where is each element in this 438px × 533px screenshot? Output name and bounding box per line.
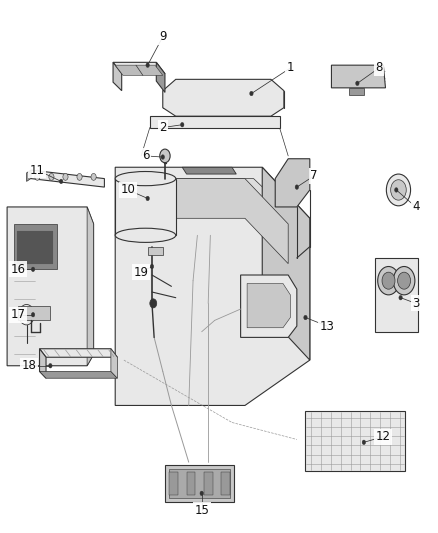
Text: 16: 16 (11, 263, 25, 276)
Circle shape (19, 304, 34, 325)
Circle shape (393, 266, 415, 295)
Circle shape (395, 188, 398, 192)
Text: 13: 13 (320, 320, 335, 333)
Polygon shape (156, 62, 165, 92)
Polygon shape (115, 167, 310, 406)
Circle shape (295, 185, 299, 189)
Polygon shape (113, 62, 122, 91)
Polygon shape (18, 306, 50, 320)
Polygon shape (39, 349, 117, 357)
Polygon shape (87, 207, 94, 366)
Polygon shape (204, 472, 212, 495)
Polygon shape (14, 224, 57, 269)
Circle shape (200, 491, 203, 496)
Polygon shape (148, 247, 163, 255)
Text: 8: 8 (375, 61, 383, 75)
Polygon shape (7, 207, 94, 366)
Polygon shape (27, 170, 31, 181)
Text: 4: 4 (412, 200, 420, 213)
Text: 17: 17 (11, 308, 25, 321)
Polygon shape (115, 65, 163, 75)
Circle shape (150, 299, 157, 308)
Polygon shape (115, 179, 176, 235)
Polygon shape (275, 159, 310, 207)
Polygon shape (111, 349, 117, 378)
Circle shape (146, 63, 149, 68)
Polygon shape (169, 472, 178, 495)
Polygon shape (165, 465, 234, 502)
Polygon shape (332, 65, 385, 88)
Text: 9: 9 (159, 30, 166, 43)
Circle shape (77, 173, 82, 180)
Circle shape (91, 173, 96, 180)
Polygon shape (240, 275, 297, 337)
Circle shape (362, 440, 366, 445)
Circle shape (160, 149, 170, 163)
Circle shape (146, 196, 149, 201)
Polygon shape (39, 349, 46, 378)
Polygon shape (133, 179, 288, 264)
Polygon shape (150, 116, 279, 127)
Circle shape (356, 81, 359, 86)
Polygon shape (187, 472, 195, 495)
Polygon shape (169, 469, 230, 498)
Polygon shape (124, 179, 301, 247)
Text: 2: 2 (159, 121, 166, 134)
Text: 19: 19 (134, 265, 148, 279)
Polygon shape (374, 258, 418, 332)
Polygon shape (349, 88, 364, 95)
Circle shape (391, 180, 406, 200)
Circle shape (378, 266, 399, 295)
Polygon shape (39, 372, 117, 378)
Polygon shape (247, 284, 290, 328)
Circle shape (399, 295, 403, 300)
Text: 6: 6 (142, 149, 149, 163)
Ellipse shape (115, 228, 176, 243)
Polygon shape (182, 167, 236, 174)
Circle shape (304, 316, 307, 320)
Polygon shape (113, 62, 165, 74)
Text: 12: 12 (376, 430, 391, 443)
Text: 7: 7 (311, 169, 318, 182)
Circle shape (60, 179, 63, 184)
Circle shape (398, 272, 410, 289)
Circle shape (180, 123, 184, 127)
Circle shape (35, 173, 40, 180)
Polygon shape (262, 167, 310, 360)
Text: 1: 1 (286, 61, 294, 75)
Circle shape (161, 155, 165, 159)
Text: 10: 10 (121, 183, 136, 197)
Circle shape (150, 264, 154, 269)
Circle shape (250, 91, 253, 96)
Text: 18: 18 (21, 359, 36, 372)
Text: 3: 3 (412, 297, 420, 310)
Circle shape (49, 173, 54, 180)
Circle shape (32, 312, 35, 317)
Polygon shape (221, 472, 230, 495)
Circle shape (49, 364, 52, 368)
Polygon shape (16, 230, 53, 264)
Ellipse shape (115, 172, 176, 185)
Polygon shape (163, 79, 284, 116)
Circle shape (382, 272, 395, 289)
Circle shape (63, 173, 68, 180)
Polygon shape (305, 411, 405, 471)
Circle shape (386, 174, 410, 206)
Circle shape (32, 267, 35, 272)
Polygon shape (31, 170, 104, 187)
Text: 15: 15 (194, 504, 209, 517)
Text: 11: 11 (30, 164, 45, 176)
